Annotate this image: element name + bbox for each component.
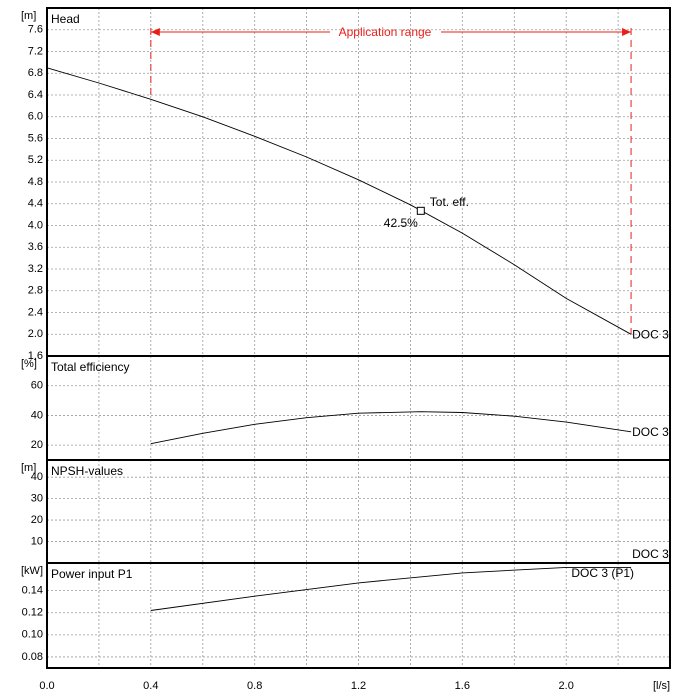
y-tick-label-power: 0.08 (22, 651, 43, 663)
y-tick-label-efficiency: 20 (31, 439, 43, 451)
grid-layer (47, 8, 670, 668)
x-tick-label: 1.2 (351, 680, 366, 692)
operating-point-marker (416, 206, 425, 215)
head-series-line (46, 67, 632, 335)
labels-layer: 0.0 0.4 0.8 1.2 1.6 2.0 [l/s] 1.6 2.0 2.4 2.8 3.2 3.… (21, 10, 670, 692)
y-tick-label-npsh: 40 (31, 471, 43, 483)
y-tick-label-head: 6.0 (28, 111, 43, 123)
efficiency-panel-title: Total efficiency (51, 360, 130, 374)
npsh-series-label: DOC 3 (632, 547, 669, 561)
operating-point-label: Tot. eff. (430, 195, 469, 209)
y-tick-label-npsh: 30 (31, 493, 43, 505)
x-tick-label: 0.8 (247, 680, 262, 692)
y-tick-label-head: 1.6 (28, 350, 43, 362)
y-tick-label-head: 5.2 (28, 154, 43, 166)
npsh-panel-frame (46, 459, 671, 564)
x-tick-label: 0.4 (143, 680, 158, 692)
y-tick-label-head: 3.2 (28, 263, 43, 275)
y-tick-label-head: 5.6 (28, 132, 43, 144)
x-tick-label: 2.0 (559, 680, 574, 692)
npsh-unit: [m] (21, 462, 36, 474)
y-tick-label-head: 6.4 (28, 89, 43, 101)
power-unit: [kW] (21, 565, 43, 577)
x-tick-label: 0.0 (39, 680, 54, 692)
efficiency-series-line (150, 411, 632, 445)
operating-point-value: 42.5% (384, 216, 418, 230)
power-panel-title: Power input P1 (51, 567, 133, 581)
head-panel-title: Head (51, 12, 80, 26)
y-tick-label-head: 7.2 (28, 45, 43, 57)
efficiency-series-label: DOC 3 (632, 425, 669, 439)
y-tick-label-head: 3.6 (28, 241, 43, 253)
power-panel-frame (46, 562, 671, 669)
y-tick-label-head: 2.8 (28, 285, 43, 297)
power-series-label: DOC 3 (P1) (571, 566, 634, 580)
y-tick-label-npsh: 20 (31, 514, 43, 526)
y-tick-label-head: 4.8 (28, 176, 43, 188)
npsh-panel-title: NPSH-values (51, 464, 123, 478)
x-tick-label: 1.6 (455, 680, 470, 692)
y-tick-label-head: 4.4 (28, 198, 43, 210)
y-tick-label-head: 2.0 (28, 328, 43, 340)
x-axis-unit: [l/s] (653, 680, 670, 692)
y-tick-label-head: 6.8 (28, 67, 43, 79)
y-tick-label-efficiency: 60 (31, 380, 43, 392)
y-tick-label-power: 0.12 (22, 607, 43, 619)
application-range-label: Application range (339, 25, 432, 39)
application-range-layer (150, 28, 632, 335)
y-tick-label-npsh: 10 (31, 535, 43, 547)
y-tick-label-efficiency: 40 (31, 409, 43, 421)
head-series-label: DOC 3 (632, 327, 669, 341)
frames-layer (46, 7, 671, 669)
curves-layer (46, 67, 632, 611)
y-tick-label-power: 0.10 (22, 629, 43, 641)
y-tick-label-head: 4.0 (28, 219, 43, 231)
power-series-line (150, 566, 632, 611)
efficiency-unit: [%] (21, 358, 37, 370)
head-unit: [m] (21, 10, 36, 22)
application-range-arrowhead-left (150, 28, 160, 36)
y-tick-label-head: 2.4 (28, 306, 43, 318)
application-range-arrowhead-right (622, 28, 632, 36)
y-tick-label-power: 0.14 (22, 585, 43, 597)
y-tick-label-head: 7.6 (28, 24, 43, 36)
